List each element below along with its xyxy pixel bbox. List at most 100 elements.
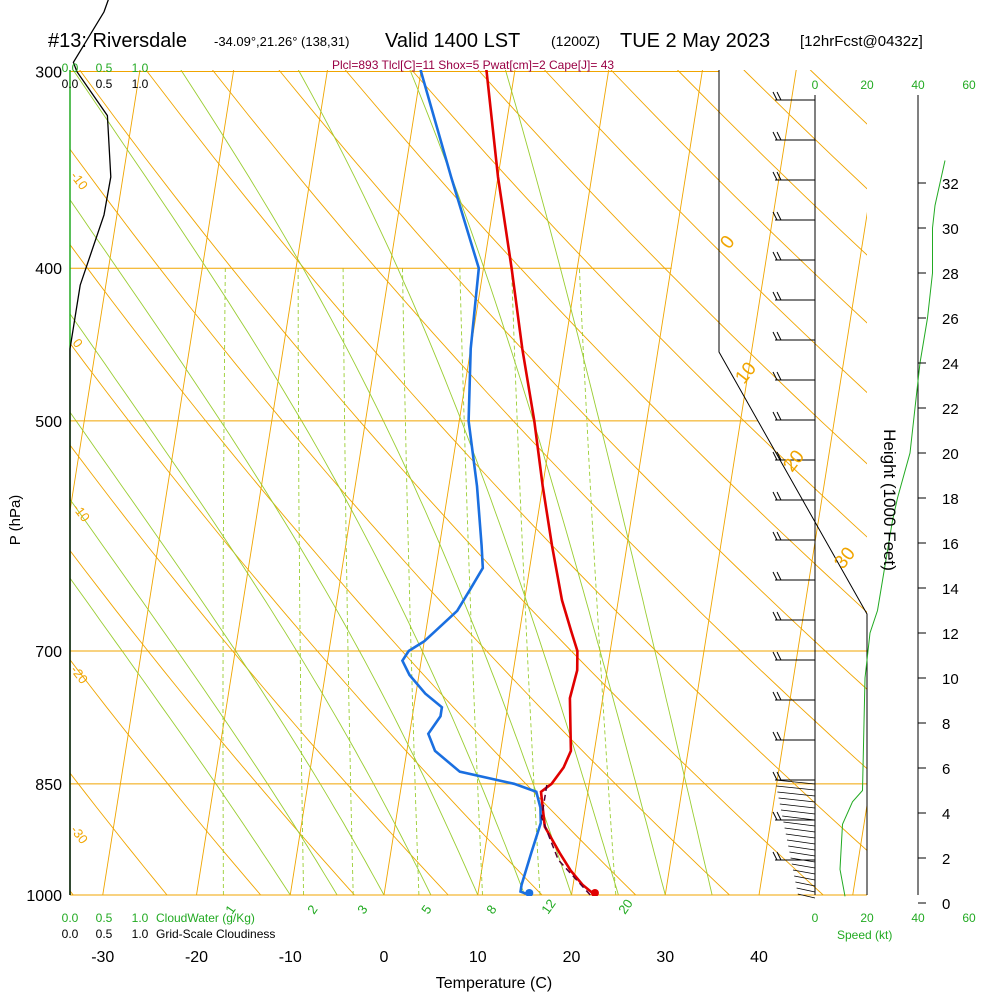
x-tick-label: 0: [380, 949, 389, 966]
dry-adiabat-line: [278, 70, 867, 690]
wind-barb-flag: [772, 691, 778, 701]
cloudwater-tick-bottom: 0.5: [96, 911, 113, 925]
wind-barb-lower: [795, 881, 816, 887]
mixing-ratio-label: 8: [483, 902, 499, 917]
wind-barb-lower: [792, 869, 816, 875]
wind-barb-flag: [772, 411, 778, 421]
isotherm-line: [196, 70, 328, 896]
speed-label: Speed (kt): [837, 928, 892, 942]
wind-barb-flag: [772, 811, 778, 821]
dry-adiabat-line: [70, 890, 74, 896]
station-coords: -34.09°,21.26° (138,31): [214, 34, 349, 49]
cloudwater-tick-bottom: 1.0: [132, 911, 149, 925]
mixing-ratio-line: [578, 268, 617, 896]
speed-tick-top: 0: [812, 78, 819, 92]
speed-tick-bottom: 40: [911, 911, 925, 925]
cloudiness-tick-bottom: 0.0: [62, 927, 79, 941]
speed-profile-line: [839, 160, 946, 897]
cloudwater-tick-top: 0.5: [96, 61, 113, 75]
wind-barb-flag: [772, 571, 778, 581]
x-axis-title: Temperature (C): [436, 975, 552, 992]
height-tick-label: 20: [942, 446, 959, 463]
moist-adiabat-line: [70, 199, 479, 896]
moist-adiabat-line: [409, 70, 666, 896]
height-tick-label: 14: [942, 581, 959, 598]
height-tick-label: 22: [942, 401, 959, 418]
series-temperature-line: [485, 70, 596, 896]
wind-barb-flag: [776, 531, 782, 541]
wind-barb-flag: [776, 131, 782, 141]
wind-barb-lower: [780, 809, 816, 815]
p-tick-label: 400: [35, 261, 62, 278]
height-tick-label: 18: [942, 491, 959, 508]
theta-label: -10: [68, 169, 91, 193]
cloudiness-tick-bottom: 0.5: [96, 927, 113, 941]
mixing-ratio-line: [402, 268, 420, 896]
series-parcel-line: [540, 783, 591, 896]
isotherm-line: [758, 211, 867, 896]
height-tick-label: 0: [942, 896, 950, 913]
mixing-ratio-line: [222, 268, 226, 896]
isotherm-label: 30: [830, 543, 860, 573]
height-tick-label: 24: [942, 356, 959, 373]
wind-barb-flag: [772, 211, 778, 221]
y-axis-title: P (hPa): [7, 495, 24, 546]
forecast-date: TUE 2 May 2023: [620, 30, 770, 52]
wind-barb-flag: [776, 291, 782, 301]
wind-barb-flag: [772, 91, 778, 101]
moist-adiabat-line: [70, 411, 385, 896]
speed-tick-top: 60: [962, 78, 976, 92]
wind-barb-flag: [772, 171, 778, 181]
isotherm-line: [571, 70, 703, 896]
wind-barb-lower: [785, 833, 816, 839]
dry-adiabat-line: [70, 342, 543, 896]
x-tick-label: 10: [469, 949, 487, 966]
height-tick-label: 28: [942, 266, 959, 283]
mixing-ratio-line: [297, 268, 304, 896]
wind-barb-lower: [774, 779, 816, 785]
wind-barb-flag: [772, 291, 778, 301]
x-tick-label: -30: [91, 949, 114, 966]
wind-barb-flag: [776, 851, 782, 861]
forecast-run: [12hrFcst@0432z]: [800, 33, 923, 50]
wind-barb-lower: [788, 845, 816, 851]
height-tick-label: 8: [942, 716, 950, 733]
height-axis-title: Height (1000 Feet): [880, 429, 899, 571]
isotherm-line: [102, 70, 235, 896]
utc-time: (1200Z): [551, 33, 600, 49]
cloudwater-label: CloudWater (g/Kg): [156, 911, 255, 925]
height-tick-label: 10: [942, 671, 959, 688]
wind-barb-lower: [786, 839, 816, 845]
wind-barb-lower: [778, 797, 816, 803]
p-tick-label: 300: [35, 64, 62, 81]
dry-adiabat-line: [79, 70, 824, 896]
moist-adiabat-line: [72, 70, 526, 896]
moist-adiabat-line: [180, 70, 572, 896]
speed-tick-bottom: 60: [962, 911, 976, 925]
profile-series: [400, 70, 599, 896]
wind-barb-flag: [776, 691, 782, 701]
cloudiness-tick-top: 0.5: [96, 77, 113, 91]
dry-adiabat-line: [145, 70, 867, 852]
moist-adiabat-line: [70, 312, 432, 896]
dry-adiabat-line: [610, 70, 867, 324]
wind-barb-flag: [772, 371, 778, 381]
speed-tick-top: 20: [860, 78, 874, 92]
p-tick-label: 500: [35, 414, 62, 431]
dry-adiabat-line: [70, 659, 262, 896]
dry-adiabat-line: [70, 148, 730, 896]
isotherm-line: [383, 70, 516, 896]
wind-barb-flag: [776, 251, 782, 261]
dry-adiabat-line: [344, 70, 867, 613]
wind-barb-flag: [776, 811, 782, 821]
wind-barb-flag: [776, 91, 782, 101]
mixing-ratio-line: [511, 268, 541, 896]
dry-adiabat-line: [477, 70, 867, 465]
wind-barb-lower: [782, 815, 816, 821]
wind-barb-flag: [772, 331, 778, 341]
wind-barb-lower: [784, 827, 816, 833]
wind-barb-lower: [779, 803, 816, 809]
cloudwater-tick-top: 1.0: [132, 61, 149, 75]
dry-adiabat-line: [676, 70, 867, 256]
